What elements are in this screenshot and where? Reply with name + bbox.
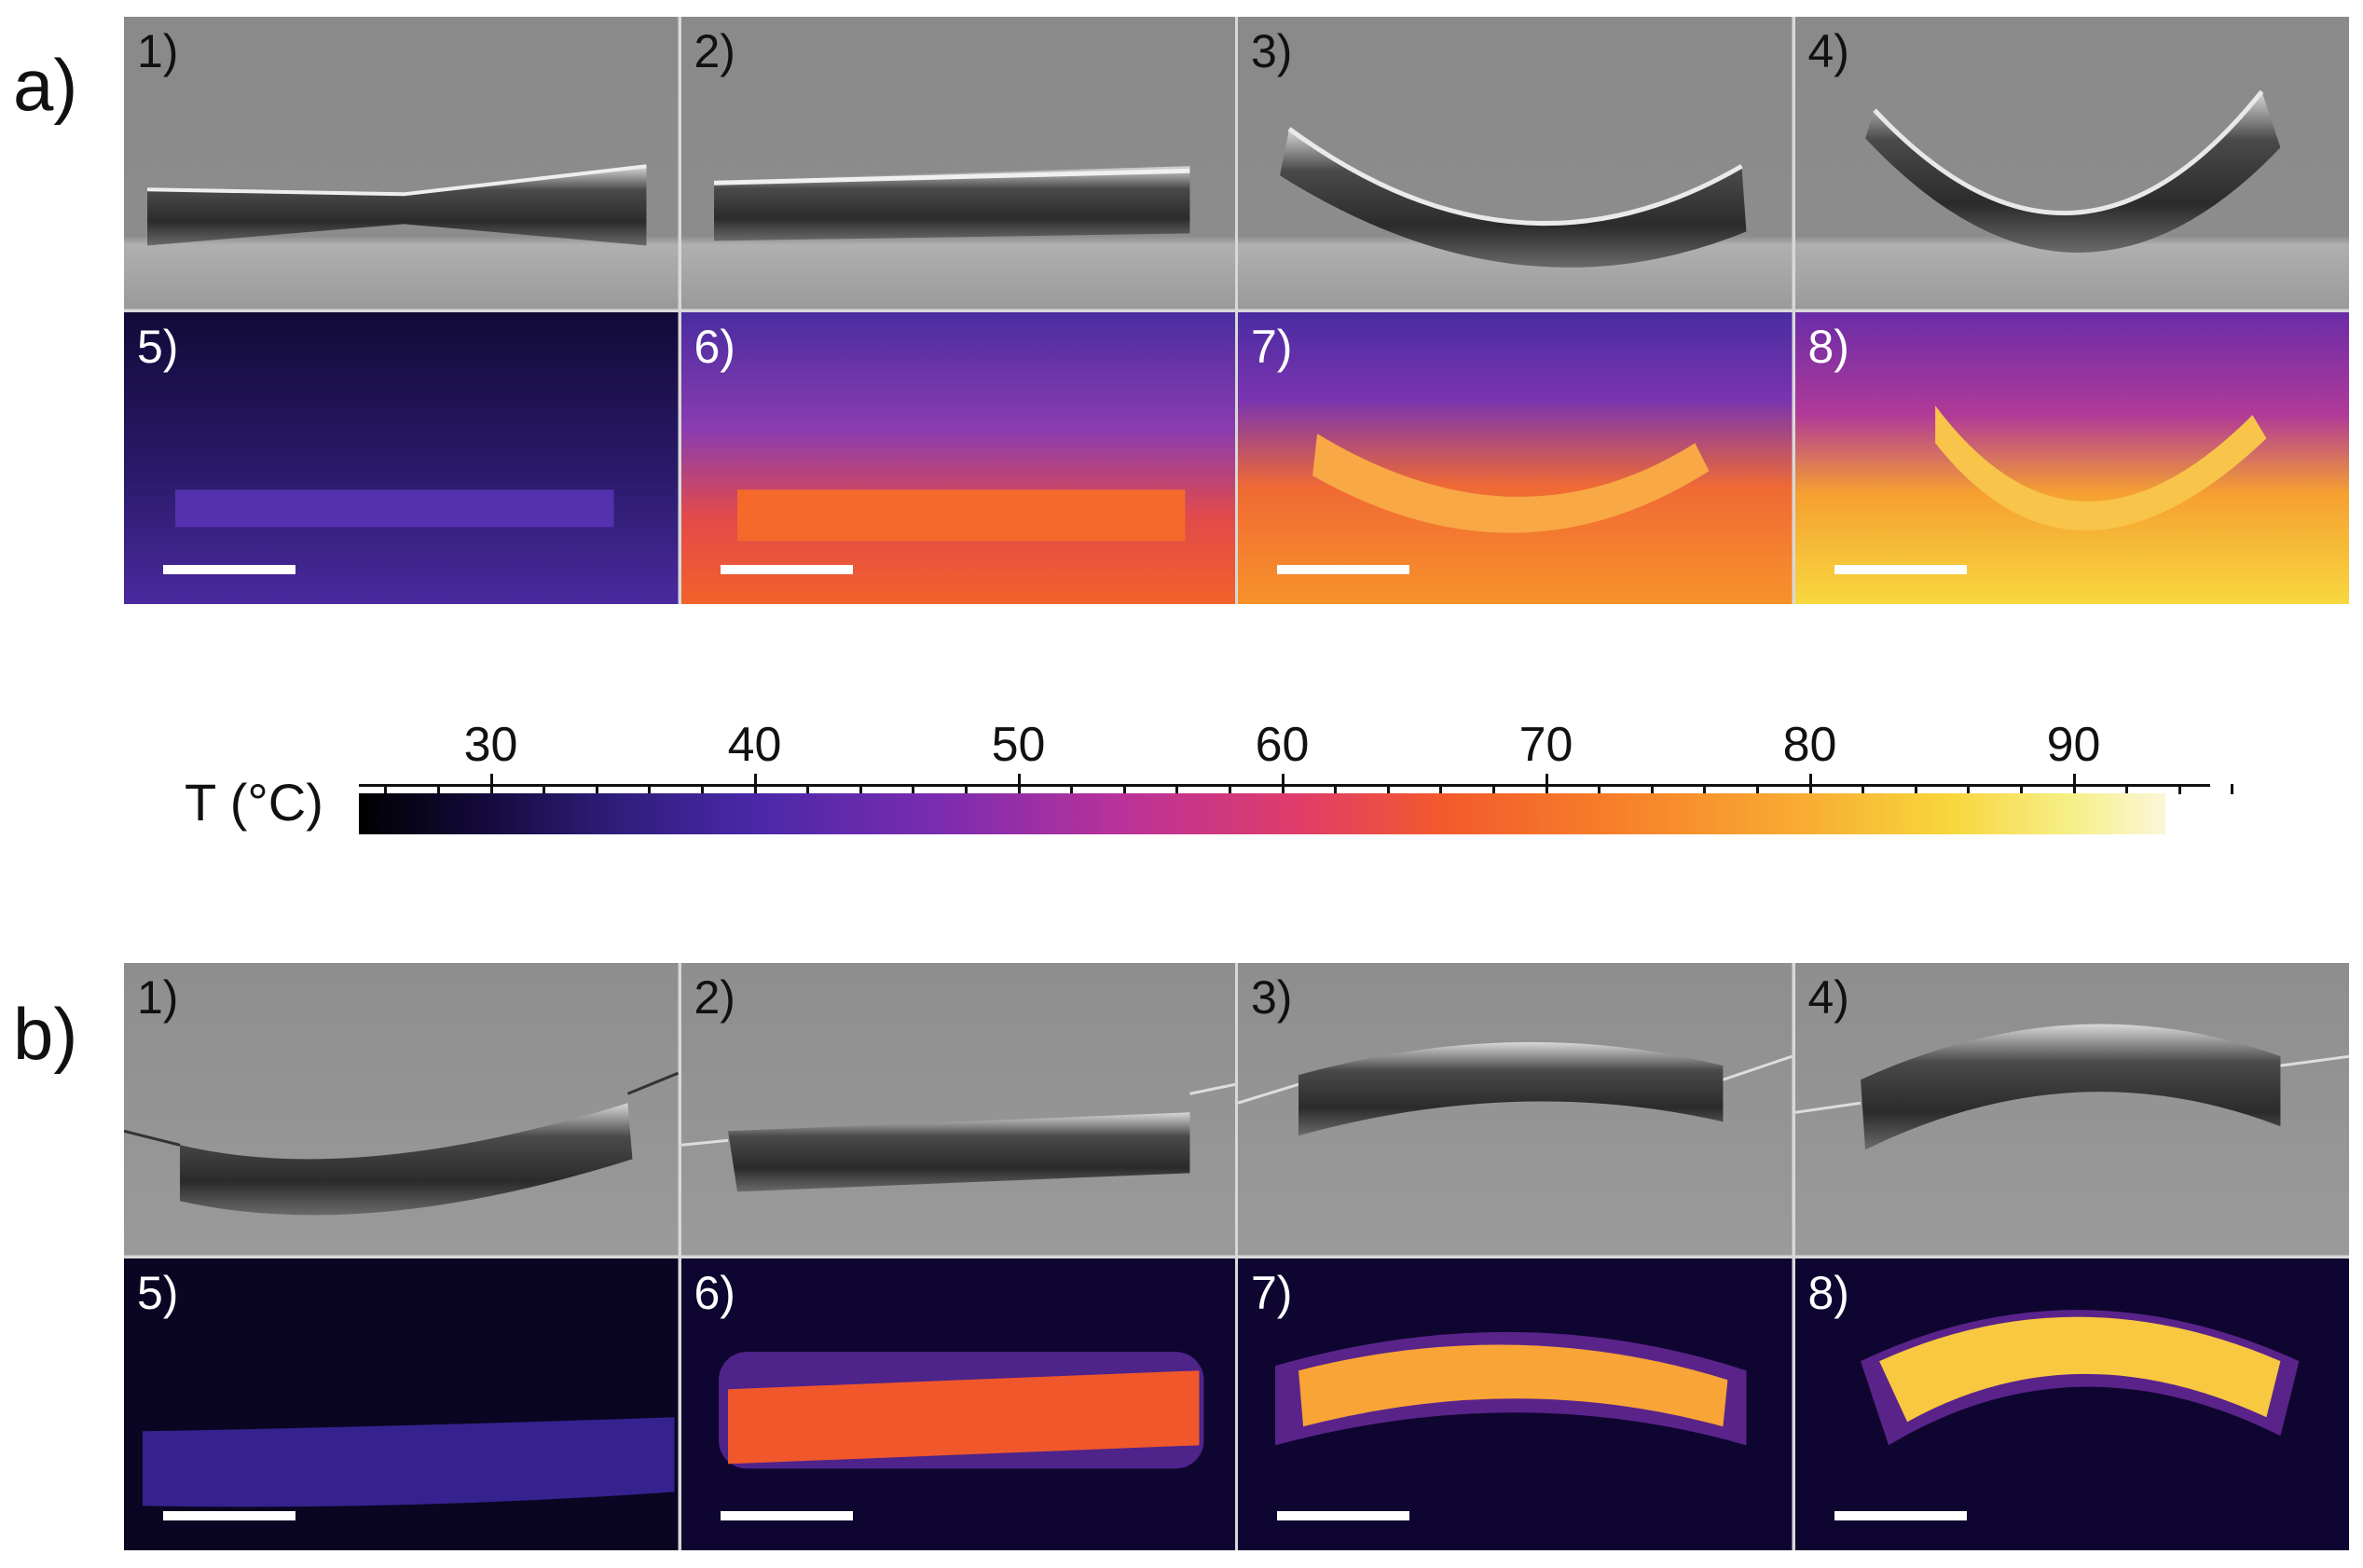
colorbar-gradient — [359, 793, 2165, 834]
panel-a-7: 7) — [1238, 311, 1793, 604]
panel-number: 7) — [1251, 1266, 1293, 1319]
colorbar-tick-label: 70 — [1518, 718, 1573, 772]
panel-number: 3) — [1251, 971, 1293, 1024]
colorbar-tick-label: 50 — [991, 718, 1046, 772]
colorbar-major-tick — [1545, 774, 1548, 794]
colorbar-minor-tick — [1175, 784, 1179, 794]
panel-b-5: 5) — [124, 1258, 679, 1550]
colorbar-minor-tick — [806, 784, 810, 794]
scale-bar — [1834, 1511, 1967, 1520]
colorbar-minor-tick — [1491, 784, 1495, 794]
panel-b-8: 8) — [1794, 1258, 2349, 1550]
scale-bar — [720, 565, 853, 574]
colorbar-title: T (°C) — [185, 773, 323, 832]
colorbar-major-tick — [1808, 774, 1812, 794]
colorbar-minor-tick — [1122, 784, 1126, 794]
colorbar-minor-tick — [648, 784, 652, 794]
colorbar-minor-tick — [2019, 784, 2023, 794]
colorbar-minor-tick — [1017, 784, 1021, 794]
panel-b-6: 6) — [680, 1258, 1235, 1550]
colorbar-tick-label: 30 — [463, 718, 518, 772]
scale-bar — [720, 1511, 853, 1520]
panel-a-2: 2) — [680, 17, 1235, 309]
colorbar-minor-tick — [1862, 784, 1865, 794]
panel-b-2: 2) — [680, 963, 1235, 1256]
colorbar-major-tick — [1017, 774, 1021, 794]
colorbar-minor-tick — [436, 784, 440, 794]
colorbar-tick-label: 40 — [727, 718, 782, 772]
colorbar-axis — [359, 784, 2210, 787]
panel-a-3: 3) — [1238, 17, 1793, 309]
colorbar-minor-tick — [1967, 784, 1971, 794]
panel-number: 3) — [1251, 25, 1293, 77]
panel-number: 1) — [137, 971, 179, 1024]
panel-number: 2) — [694, 25, 735, 77]
colorbar-minor-tick — [1281, 784, 1285, 794]
panel-number: 6) — [694, 320, 735, 373]
colorbar-minor-tick — [543, 784, 546, 794]
colorbar-minor-tick — [1334, 784, 1338, 794]
colorbar-major-tick — [1281, 774, 1285, 794]
panel-b-1: 1) — [124, 963, 679, 1256]
colorbar-tick-label: 60 — [1255, 718, 1310, 772]
colorbar-minor-tick — [2178, 784, 2181, 794]
colorbar-minor-tick — [384, 784, 388, 794]
panel-a-4: 4) — [1794, 17, 2349, 309]
panel-number: 6) — [694, 1266, 735, 1319]
colorbar-minor-tick — [1598, 784, 1601, 794]
colorbar-minor-tick — [859, 784, 862, 794]
panel-number: 5) — [137, 320, 179, 373]
scale-bar — [163, 565, 295, 574]
colorbar-major-tick — [753, 774, 757, 794]
colorbar-minor-tick — [912, 784, 915, 794]
colorbar-tick-label: 80 — [1782, 718, 1837, 772]
colorbar-minor-tick — [1545, 784, 1548, 794]
panel-a-6: 6) — [680, 311, 1235, 604]
panel-number: 8) — [1807, 1266, 1849, 1319]
panel-b-7: 7) — [1238, 1258, 1793, 1550]
scale-bar — [1277, 565, 1409, 574]
panel-number: 1) — [137, 25, 179, 77]
panel-a-5: 5) — [124, 311, 679, 604]
panel-number: 7) — [1251, 320, 1293, 373]
panel-number: 4) — [1807, 971, 1849, 1024]
panel-number: 4) — [1807, 25, 1849, 77]
colorbar-minor-tick — [1650, 784, 1654, 794]
panel-a-1: 1) — [124, 17, 679, 309]
scale-bar — [1834, 565, 1967, 574]
colorbar-minor-tick — [753, 784, 757, 794]
panel-number: 5) — [137, 1266, 179, 1319]
colorbar-minor-tick — [2125, 784, 2129, 794]
colorbar-minor-tick — [1386, 784, 1390, 794]
colorbar-minor-tick — [1439, 784, 1443, 794]
scale-bar — [1277, 1511, 1409, 1520]
colorbar-major-tick — [2072, 774, 2076, 794]
section-a-label: a) — [13, 44, 78, 126]
colorbar-minor-tick — [1070, 784, 1074, 794]
colorbar-minor-tick — [1808, 784, 1812, 794]
colorbar-minor-tick — [1703, 784, 1707, 794]
scale-bar — [163, 1511, 295, 1520]
colorbar-minor-tick — [964, 784, 968, 794]
panel-number: 2) — [694, 971, 735, 1024]
panel-grid-a: 1) 2) 3) 4) — [124, 17, 2349, 604]
colorbar-minor-tick — [489, 784, 493, 794]
panel-grid-b: 1) 2) 3) 4) 5) — [124, 963, 2349, 1550]
colorbar-minor-tick — [595, 784, 598, 794]
panel-a-8: 8) — [1794, 311, 2349, 604]
panel-b-4: 4) — [1794, 963, 2349, 1256]
panel-number: 8) — [1807, 320, 1849, 373]
colorbar-minor-tick — [1228, 784, 1231, 794]
colorbar-minor-tick — [2072, 784, 2076, 794]
colorbar-tick-label: 90 — [2046, 718, 2101, 772]
section-b-label: b) — [13, 993, 78, 1075]
colorbar-minor-tick — [1755, 784, 1759, 794]
colorbar-minor-tick — [1914, 784, 1917, 794]
colorbar-major-tick — [489, 774, 493, 794]
panel-b-3: 3) — [1238, 963, 1793, 1256]
colorbar-minor-tick — [2231, 784, 2234, 794]
colorbar-minor-tick — [700, 784, 704, 794]
